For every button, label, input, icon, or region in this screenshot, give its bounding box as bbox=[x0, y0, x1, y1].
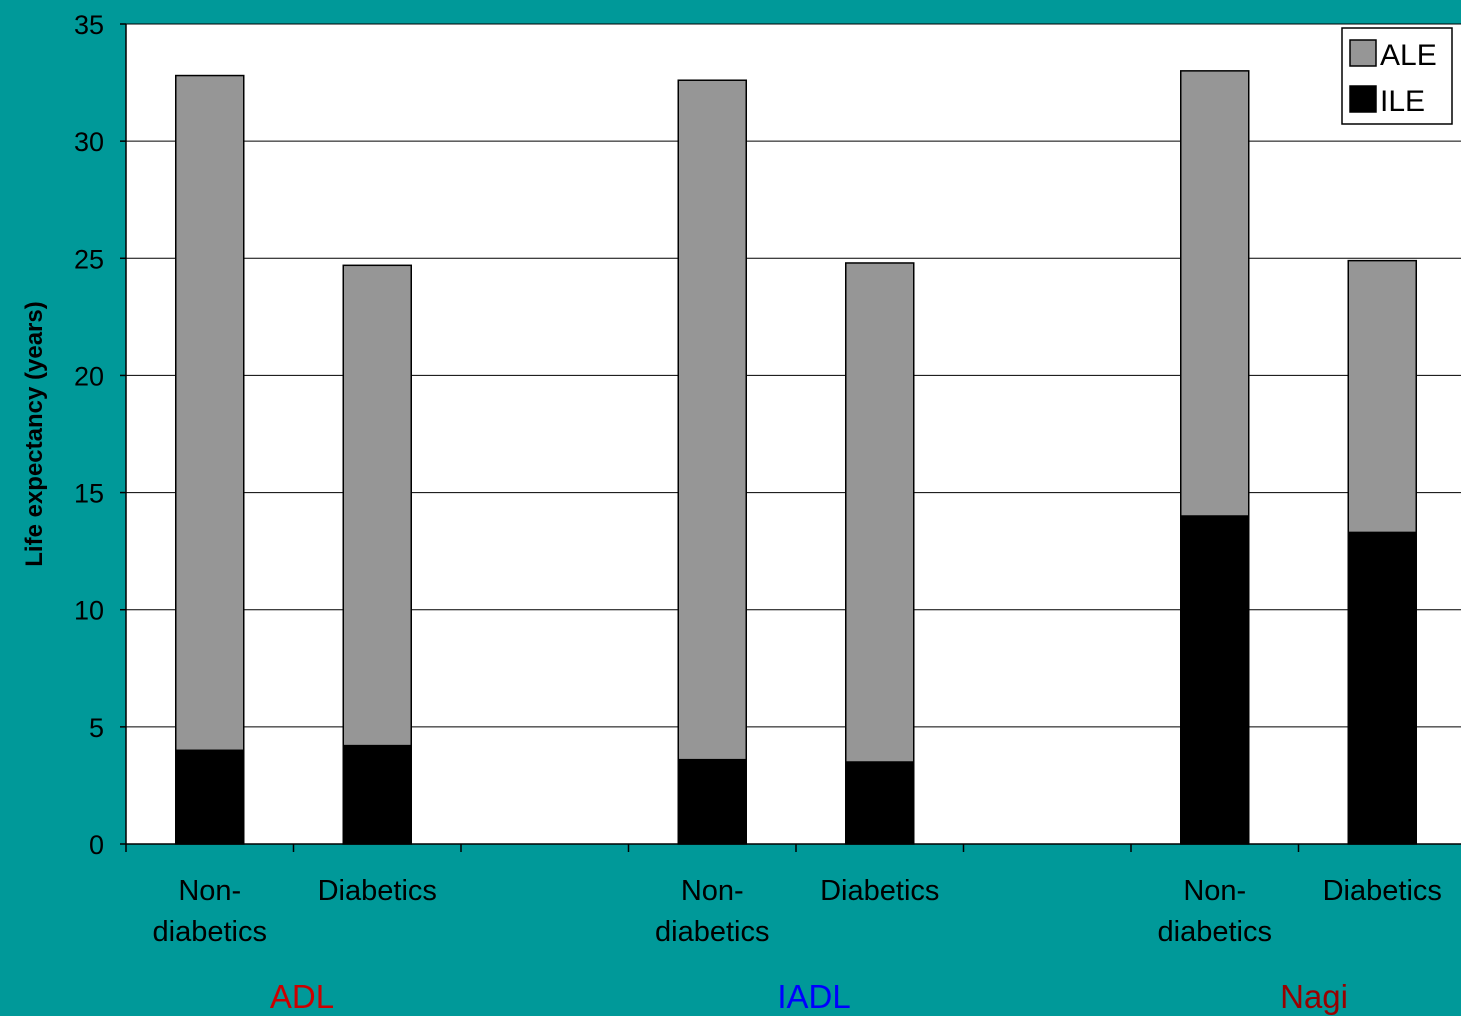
bar-ale bbox=[1347, 259, 1417, 534]
category-label: Non-diabetics bbox=[655, 875, 769, 948]
group-label-nagi: Nagi bbox=[1280, 978, 1348, 1015]
category-labels: Non-diabetics Diabetics Non-diabetics Diabe… bbox=[153, 875, 1442, 948]
bar-ile bbox=[845, 761, 915, 845]
bar-ale bbox=[342, 264, 412, 747]
bar-ile bbox=[342, 744, 412, 845]
legend: ALE ILE bbox=[1341, 27, 1453, 125]
y-tick-label: 25 bbox=[74, 244, 104, 274]
y-tick-label: 20 bbox=[74, 361, 104, 391]
plot-area bbox=[126, 24, 1461, 844]
category-label: Diabetics bbox=[820, 875, 939, 907]
bar-ale bbox=[175, 74, 245, 752]
y-tick-labels: 0 5 10 15 20 25 30 35 bbox=[74, 10, 104, 860]
bar-ale bbox=[677, 79, 747, 761]
axes bbox=[120, 23, 1461, 852]
category-label: Non-diabetics bbox=[1158, 875, 1272, 948]
bar-ile bbox=[175, 749, 245, 845]
legend-label-ale: ALE bbox=[1380, 39, 1437, 72]
y-tick-label: 5 bbox=[89, 713, 104, 743]
group-label-iadl: IADL bbox=[777, 978, 850, 1015]
category-label: Diabetics bbox=[1323, 875, 1442, 907]
bar-ale bbox=[1180, 70, 1250, 517]
y-axis-label: Life expectancy (years) bbox=[21, 301, 48, 566]
legend-swatch-ale bbox=[1349, 39, 1377, 67]
bar-ile bbox=[1347, 531, 1417, 845]
category-label: Non-diabetics bbox=[153, 875, 267, 948]
bar-ile bbox=[677, 758, 747, 845]
legend-swatch-ile bbox=[1349, 85, 1377, 113]
legend-label-ile: ILE bbox=[1380, 85, 1425, 118]
category-label: Diabetics bbox=[318, 875, 437, 907]
y-tick-label: 15 bbox=[74, 479, 104, 509]
bar-ale bbox=[845, 262, 915, 763]
group-labels: ADL IADL Nagi bbox=[270, 978, 1348, 1015]
y-tick-label: 30 bbox=[74, 127, 104, 157]
bars bbox=[175, 70, 1417, 845]
y-tick-label: 10 bbox=[74, 596, 104, 626]
group-label-adl: ADL bbox=[270, 978, 334, 1015]
y-tick-label: 35 bbox=[74, 10, 104, 40]
bar-ile bbox=[1180, 515, 1250, 845]
y-tick-label: 0 bbox=[89, 830, 104, 860]
